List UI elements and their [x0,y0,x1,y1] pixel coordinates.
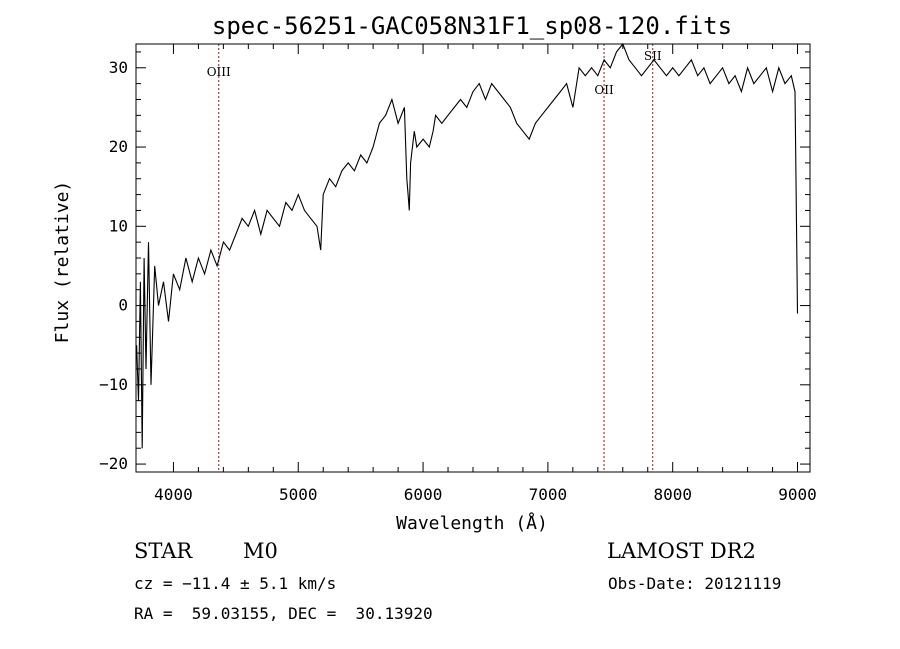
marker-label-oiii: OIII [207,65,231,79]
y-tick-label: −20 [99,454,128,473]
y-axis-label: Flux (relative) [52,181,73,344]
object-subclass: M0 [243,539,278,563]
marker-label-oii: OII [594,83,614,97]
x-tick-label: 5000 [279,485,318,504]
axis-ticks: 4000 5000 6000 7000 8000 9000 −20 −10 0 10 20 30 [99,44,817,504]
y-tick-label: 30 [109,58,128,77]
y-tick-label: 20 [109,137,128,156]
emission-line-markers: OIII OII SII [207,44,662,472]
y-tick-label: 10 [109,216,128,235]
x-tick-label: 4000 [154,485,193,504]
coordinates: RA = 59.03155, DEC = 30.13920 [134,604,433,623]
y-tick-label: 0 [118,296,128,315]
plot-frame [135,43,811,473]
observation-date: Obs-Date: 20121119 [608,574,782,593]
spectrum-line [136,42,799,449]
object-class: STAR [134,539,193,563]
x-tick-label: 8000 [653,485,692,504]
marker-label-sii: SII [644,49,662,63]
survey-name: LAMOST DR2 [607,539,756,563]
x-tick-label: 7000 [529,485,568,504]
y-tick-label: −10 [99,375,128,394]
velocity-readout: cz = −11.4 ± 5.1 km/s [134,574,337,593]
x-axis-label: Wavelength (Å) [396,512,548,534]
x-tick-label: 9000 [778,485,817,504]
chart-title: spec-56251-GAC058N31F1_sp08-120.fits [212,12,732,40]
x-tick-label: 6000 [404,485,443,504]
